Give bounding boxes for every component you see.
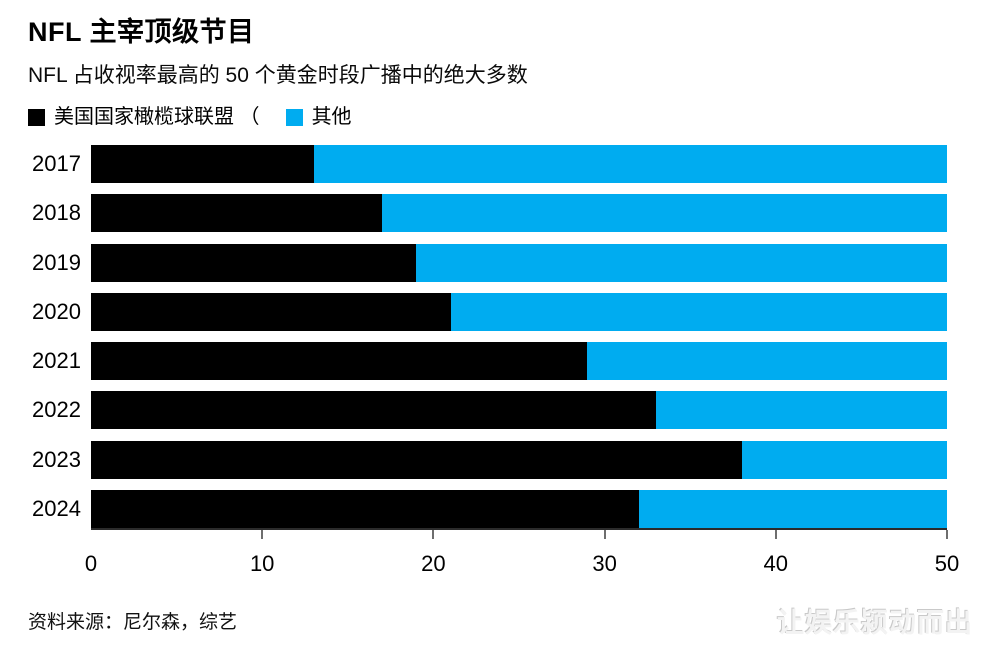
bar-chart-plot-area: 2017 2018 2019 2020 2021 2022 2023 2024 <box>28 145 947 529</box>
other-bar-segment <box>741 440 947 479</box>
x-axis-tick-label: 10 <box>249 551 275 577</box>
bar-row: 2023 <box>28 440 947 479</box>
nfl-bar-segment <box>91 243 417 282</box>
nfl-bar-segment <box>91 440 742 479</box>
x-axis-line <box>91 528 948 540</box>
x-axis-tick-label: 30 <box>592 551 617 577</box>
nfl-bar-segment <box>91 342 588 381</box>
nfl-bar-segment <box>91 145 314 183</box>
x-axis-tick <box>261 530 264 540</box>
nfl-bar-segment <box>91 391 656 430</box>
y-axis-label: 2017 <box>32 151 81 176</box>
y-axis-label: 2020 <box>32 298 81 324</box>
other-bar-segment <box>416 243 947 282</box>
legend-swatch-other <box>285 108 303 126</box>
bar-track <box>91 391 947 430</box>
other-bar-segment <box>638 490 947 529</box>
legend-swatch-nfl <box>28 108 45 126</box>
x-axis-tick <box>603 530 606 540</box>
y-axis-label: 2023 <box>32 446 81 472</box>
bar-track <box>91 490 947 529</box>
other-bar-segment <box>587 342 947 381</box>
y-axis-label: 2018 <box>32 200 81 226</box>
chart-subtitle: NFL 占收视率最高的 50 个黄金时段广播中的绝大多数 <box>28 64 528 87</box>
x-axis-tick <box>774 530 777 540</box>
nfl-bar-segment <box>91 490 639 529</box>
bar-row: 2021 <box>28 342 947 381</box>
nfl-bar-segment <box>91 292 451 331</box>
chart-legend: 美国国家橄榄球联盟 （ 其他 <box>28 106 947 128</box>
legend-label-nfl: 美国国家橄榄球联盟 （ <box>54 106 260 128</box>
bar-row: 2018 <box>28 194 947 233</box>
x-axis-tick-label: 50 <box>934 551 960 577</box>
other-bar-segment <box>655 391 947 430</box>
bar-row: 2020 <box>28 292 947 331</box>
bar-track <box>91 243 947 282</box>
y-axis-label: 2022 <box>32 397 81 423</box>
bar-row: 2019 <box>28 243 947 282</box>
other-bar-segment <box>382 194 947 233</box>
bar-track <box>91 342 947 381</box>
other-bar-segment <box>450 292 947 331</box>
x-axis-tick-labels: 0 10 20 30 40 50 <box>85 551 959 577</box>
y-axis-label: 2021 <box>32 348 81 374</box>
x-axis-tick-label: 0 <box>84 551 98 577</box>
bar-row: 2017 <box>28 145 947 183</box>
chart-title: NFL 主宰顶级节目 <box>28 17 255 47</box>
bar-row: 2022 <box>28 391 947 430</box>
y-axis-label: 2024 <box>32 496 81 522</box>
bar-track <box>91 440 947 479</box>
bar-track <box>91 145 947 183</box>
x-axis-tick-label: 20 <box>421 551 446 577</box>
x-axis-tick <box>946 530 948 540</box>
source-attribution: 资料来源：尼尔森，综艺 <box>28 612 238 633</box>
legend-label-other: 其他 <box>311 106 352 128</box>
nfl-bar-segment <box>91 194 383 233</box>
x-axis-tick <box>432 530 435 540</box>
bar-track <box>91 194 947 233</box>
watermark-text: 让娱乐颍动而出 <box>777 608 973 638</box>
y-axis-label: 2019 <box>32 249 81 275</box>
bar-row: 2024 <box>28 490 947 529</box>
other-bar-segment <box>313 145 947 183</box>
bar-track <box>91 292 947 331</box>
x-axis-tick-label: 40 <box>763 551 789 577</box>
